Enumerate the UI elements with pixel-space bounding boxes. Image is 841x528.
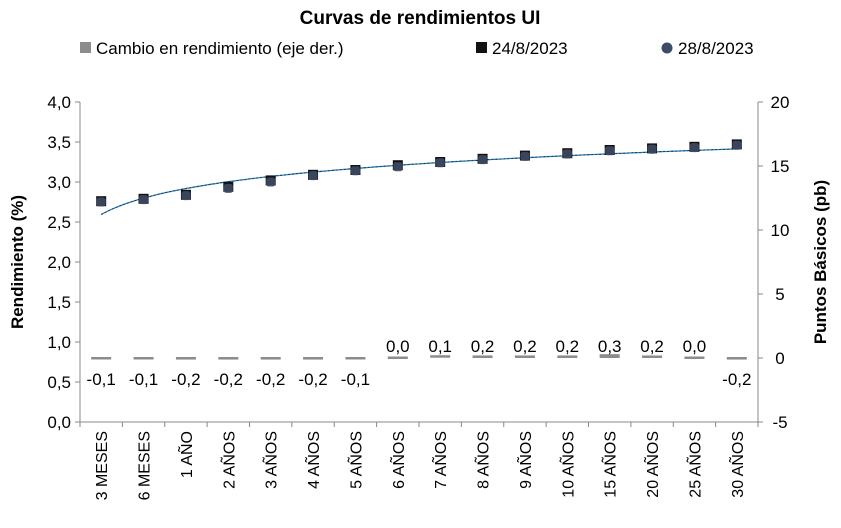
plot-area: 0,0 0,5 1,0 1,5 2,0 2,5 3,0 3,5 4,0 -5 0 5 10 15 20 3 M… [47,93,789,500]
change-data-label: -0,1 [129,370,158,389]
change-data-label: 0,2 [513,337,537,356]
x-tick-label: 30 AÑOS [727,431,747,498]
y2-tick-label: 15 [771,157,790,176]
y-tick-label: 4,0 [47,93,71,112]
x-tick-label: 3 MESES [94,431,111,500]
x-tick-label: 9 AÑOS [515,431,535,489]
y-tick-label: 1,0 [47,333,71,352]
point-28-8 [308,171,318,181]
change-data-label: -0,1 [87,370,116,389]
change-data-label: -0,2 [722,370,751,389]
change-bar [175,357,196,360]
y-tick-label: 0,0 [47,413,71,432]
x-tick-label: 15 AÑOS [600,431,620,498]
point-28-8 [647,144,657,154]
y-axis-title: Rendimiento (%) [8,195,27,329]
change-data-label: -0,2 [298,370,327,389]
y2-tick-label: 0 [775,349,784,368]
legend-swatch-28-8 [661,42,673,54]
point-28-8 [562,149,572,159]
change-bar [303,357,324,360]
change-data-label: 0,1 [428,337,452,356]
x-tick-label: 6 AÑOS [388,431,408,489]
change-data-label: 0,2 [555,337,579,356]
change-bar [514,355,535,358]
y-tick-label: 3,0 [47,173,71,192]
change-bar [642,355,663,358]
point-28-8 [605,146,615,156]
legend: Cambio en rendimiento (eje der.) 24/8/20… [80,39,754,58]
change-data-label: 0,0 [683,337,707,356]
x-tick-label: 5 AÑOS [345,431,365,489]
change-data-label: -0,2 [214,370,243,389]
point-28-8 [96,197,106,207]
point-28-8 [689,143,699,153]
trend-line-overlay [101,148,737,215]
change-data-label: 0,2 [640,337,664,356]
chart-title: Curvas de rendimientos UI [300,8,541,29]
change-bar [91,357,112,360]
y2-axis-title: Puntos Básicos (pb) [811,180,830,344]
x-tick-label: 6 MESES [137,431,154,500]
y-tick-label: 1,5 [47,293,71,312]
point-28-8 [181,191,191,201]
change-bar [133,357,154,360]
change-bar [472,355,493,358]
change-bar [387,356,408,359]
change-bar [599,354,620,358]
change-data-label: -0,2 [171,370,200,389]
change-data-label: -0,2 [256,370,285,389]
y-tick-label: 3,5 [47,133,71,152]
y-tick-label: 2,0 [47,253,71,272]
x-tick-label: 3 AÑOS [261,431,281,489]
change-bar [218,357,239,360]
y-tick-label: 2,5 [47,213,71,232]
y2-tick-label: -5 [772,413,787,432]
change-bar [260,357,281,360]
change-bar [726,357,747,360]
point-28-8 [478,155,488,165]
y2-tick-label: 5 [775,285,784,304]
legend-label-28-8: 28/8/2023 [678,39,754,58]
change-data-label: 0,3 [598,337,622,356]
change-data-label: 0,2 [471,337,495,356]
legend-swatch-change [80,42,91,53]
x-tick-label: 2 AÑOS [218,431,238,489]
point-28-8 [435,158,445,168]
change-data-label: -0,1 [341,370,370,389]
point-28-8 [223,183,233,193]
point-28-8 [393,162,403,172]
y-tick-label: 0,5 [47,373,71,392]
point-28-8 [139,195,149,205]
legend-label-change: Cambio en rendimiento (eje der.) [96,39,344,58]
change-bar [430,355,451,358]
point-28-8 [350,166,360,176]
x-tick-label: 8 AÑOS [473,431,493,489]
x-tick-label: 25 AÑOS [684,431,704,498]
y2-tick-label: 20 [771,93,790,112]
y2-tick-label: 10 [771,221,790,240]
x-tick-label: 4 AÑOS [303,431,323,489]
x-tick-label: 7 AÑOS [430,431,450,489]
x-tick-label: 10 AÑOS [557,431,577,498]
change-bar [557,355,578,358]
point-28-8 [732,140,742,150]
change-data-label: 0,0 [386,337,410,356]
point-28-8 [520,151,530,161]
legend-label-24-8: 24/8/2023 [492,39,568,58]
point-28-8 [266,177,276,187]
trend-line [100,148,737,216]
legend-swatch-24-8 [476,42,487,53]
change-bar [684,356,705,359]
x-tick-label: 1 AÑO [176,431,196,478]
x-tick-label: 20 AÑOS [642,431,662,498]
change-bar [345,357,366,360]
